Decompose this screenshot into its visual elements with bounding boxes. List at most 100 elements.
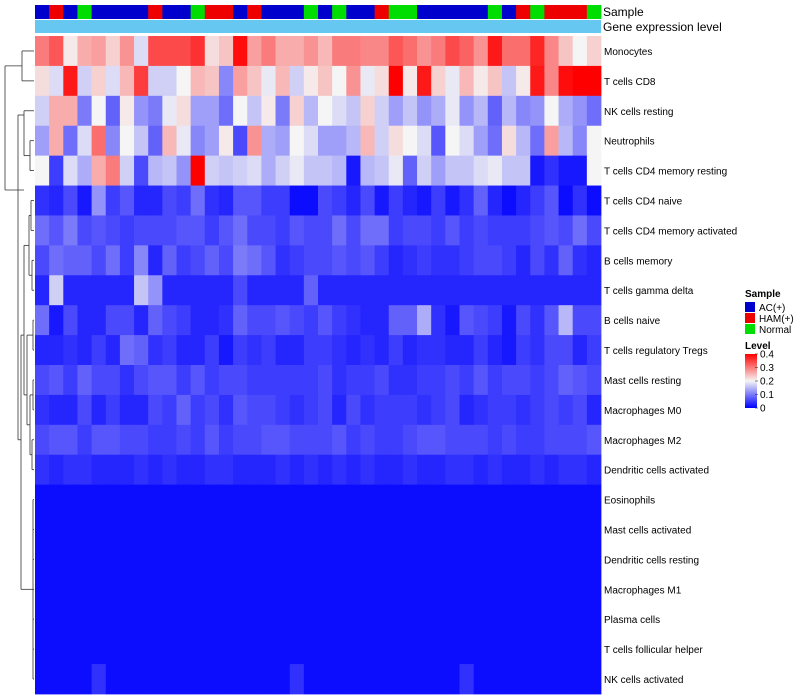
heatmap-cell xyxy=(516,394,531,426)
row-label: NK cells resting xyxy=(604,107,673,118)
heatmap-cell xyxy=(77,215,92,246)
heatmap-cell xyxy=(544,514,559,545)
heatmap-cell xyxy=(261,245,276,276)
heatmap-cell xyxy=(233,65,248,97)
heatmap-cell xyxy=(530,634,545,665)
heatmap-cell xyxy=(473,155,489,186)
heatmap-cell xyxy=(544,275,559,306)
heatmap-cell xyxy=(445,544,460,575)
heatmap-cell xyxy=(445,36,460,67)
heatmap-cell xyxy=(77,634,92,665)
heatmap-cell xyxy=(558,454,574,486)
heatmap-cell xyxy=(417,424,432,456)
legend-tick-label: 0.3 xyxy=(760,363,774,374)
heatmap-cell xyxy=(233,514,248,545)
heatmap-cell xyxy=(49,574,64,605)
heatmap-cell xyxy=(530,394,545,426)
row-label: Dendritic cells activated xyxy=(604,466,709,477)
heatmap-cell xyxy=(558,245,574,276)
heatmap-cell xyxy=(176,634,192,665)
heatmap-cell xyxy=(218,664,234,695)
heatmap-cell xyxy=(148,275,163,306)
heatmap-cell xyxy=(148,245,163,276)
heatmap-cell xyxy=(105,155,121,186)
sample-cell xyxy=(572,5,588,19)
heatmap-cell xyxy=(77,155,92,186)
heatmap-cell xyxy=(91,245,107,276)
heatmap-cell xyxy=(275,185,291,216)
heatmap-cell xyxy=(91,365,107,396)
heatmap-cell xyxy=(530,245,545,276)
heatmap-cell xyxy=(275,335,291,366)
sample-cell xyxy=(49,5,64,19)
heatmap-cell xyxy=(119,634,135,665)
heatmap-cell xyxy=(346,36,361,67)
heatmap-cell xyxy=(91,424,107,456)
sample-cell xyxy=(388,5,404,19)
heatmap-cell xyxy=(473,394,489,426)
heatmap-cell xyxy=(204,424,220,456)
heatmap-cell xyxy=(190,514,206,545)
sample-cell xyxy=(586,5,602,19)
heatmap-cell xyxy=(346,125,361,157)
heatmap-cell xyxy=(247,275,262,306)
heatmap-cell xyxy=(388,125,404,157)
row-label: B cells naive xyxy=(604,316,661,327)
heatmap-cell xyxy=(190,125,206,157)
heatmap-cell xyxy=(431,185,446,216)
heatmap-cell xyxy=(487,335,503,366)
heatmap-cell xyxy=(374,454,390,486)
heatmap-cell xyxy=(162,245,177,276)
heatmap-cell xyxy=(530,155,545,186)
heatmap-cell xyxy=(35,245,50,276)
heatmap-cell xyxy=(204,484,220,515)
heatmap-cell xyxy=(473,514,489,545)
heatmap-cell xyxy=(261,424,276,456)
heatmap-cell xyxy=(162,185,177,216)
heatmap-cell xyxy=(530,36,545,67)
heatmap-cell xyxy=(332,365,347,396)
heatmap-cell xyxy=(332,604,347,635)
heatmap-cell xyxy=(417,125,432,157)
heatmap-cell xyxy=(303,245,319,276)
heatmap-cell xyxy=(346,305,361,336)
heatmap-cell xyxy=(332,245,347,276)
heatmap-cell xyxy=(360,544,375,575)
heatmap-cell xyxy=(586,305,602,336)
heatmap-cell xyxy=(190,454,206,486)
heatmap-cell xyxy=(105,574,121,605)
heatmap-cell xyxy=(558,514,574,545)
heatmap-cell xyxy=(35,574,50,605)
heatmap-cell xyxy=(318,36,333,67)
heatmap-cell xyxy=(49,394,64,426)
heatmap-cell xyxy=(247,394,262,426)
heatmap-cell xyxy=(105,454,121,486)
heatmap-cell xyxy=(544,215,559,246)
heatmap-cell xyxy=(530,215,545,246)
heatmap-cell xyxy=(388,305,404,336)
heatmap-cell xyxy=(530,574,545,605)
sample-cell xyxy=(148,5,163,19)
legend-group-label: HAM(+) xyxy=(759,314,794,325)
heatmap-cell xyxy=(402,335,418,366)
heatmap-cell xyxy=(487,544,503,575)
sample-cell xyxy=(374,5,390,19)
heatmap-cell xyxy=(572,275,588,306)
sample-cell xyxy=(516,5,531,19)
heatmap-cell xyxy=(49,65,64,97)
heatmap-cell xyxy=(586,245,602,276)
heatmap-cell xyxy=(289,215,305,246)
heatmap-cell xyxy=(417,664,432,695)
heatmap-cell xyxy=(162,634,177,665)
heatmap-cell xyxy=(402,484,418,515)
heatmap-cell xyxy=(516,365,531,396)
heatmap-cell xyxy=(190,155,206,186)
heatmap-cell xyxy=(275,305,291,336)
heatmap-cell xyxy=(346,365,361,396)
heatmap-cell xyxy=(445,365,460,396)
heatmap-cell xyxy=(402,185,418,216)
heatmap-cell xyxy=(233,574,248,605)
heatmap-cell xyxy=(360,484,375,515)
heatmap-cell xyxy=(148,574,163,605)
heatmap-cell xyxy=(91,125,107,157)
